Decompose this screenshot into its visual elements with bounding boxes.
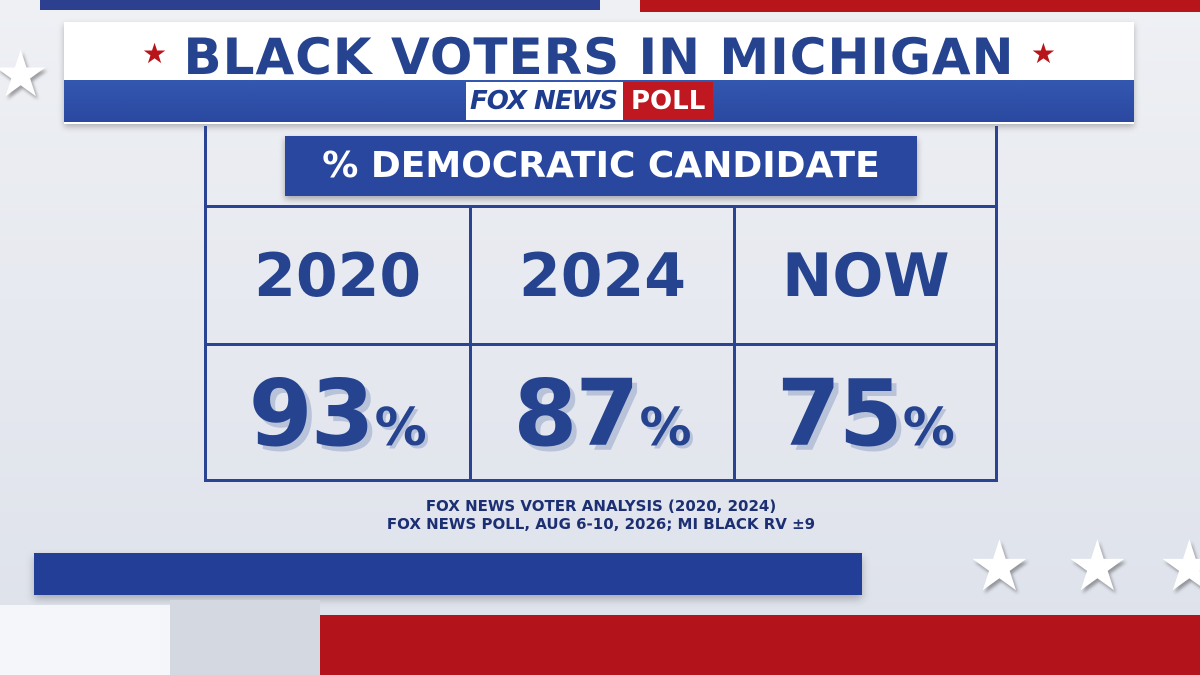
logo-poll: POLL (622, 82, 714, 120)
value-cell: 87 % (469, 343, 733, 481)
source-line-2: FOX NEWS POLL, AUG 6-10, 2026; MI BLACK … (386, 515, 816, 533)
bottom-red-stripe (320, 615, 1200, 675)
decorative-star-icon: ★ (968, 525, 1031, 607)
decorative-star-icon: ★ (1066, 525, 1129, 607)
column-header: NOW (732, 205, 996, 343)
decorative-star-icon: ★ (1158, 525, 1200, 607)
red-star-icon: ★ (142, 37, 168, 70)
top-red-stripe (640, 0, 1200, 12)
value-cell: 75 % (732, 343, 996, 481)
bottom-gray-block (170, 600, 320, 675)
decorative-star-icon: ★ (0, 38, 50, 112)
value-cell: 93 % (206, 343, 470, 481)
source-line-1: FOX NEWS VOTER ANALYSIS (2020, 2024) (425, 497, 777, 515)
column-label: 2020 (254, 240, 422, 311)
top-blue-stripe (40, 0, 600, 10)
results-board (204, 126, 998, 482)
fox-news-poll-logo: FOX NEWS POLL (466, 82, 726, 120)
percent-sign: % (374, 398, 427, 458)
bottom-blue-stripe (34, 553, 862, 595)
results-grid: 2020 2024 NOW 93 % 87 % 75 % (206, 205, 996, 481)
percent-value: 87 (513, 360, 639, 467)
percent-value: 93 (248, 360, 375, 467)
subtitle: % DEMOCRATIC CANDIDATE (285, 136, 917, 196)
percent-value: 75 (776, 360, 903, 467)
red-star-icon: ★ (1030, 37, 1056, 70)
column-header: 2020 (206, 205, 470, 343)
column-label: NOW (782, 240, 950, 311)
column-label: 2024 (518, 240, 686, 311)
title-banner: ★ BLACK VOTERS IN MICHIGAN ★ FOX NEWS PO… (64, 22, 1134, 124)
column-header: 2024 (469, 205, 733, 343)
logo-brand: FOX NEWS (466, 82, 623, 120)
percent-sign: % (639, 398, 692, 458)
percent-sign: % (902, 398, 955, 458)
page-title: BLACK VOTERS IN MICHIGAN (183, 28, 1015, 86)
bottom-white-block (0, 605, 170, 675)
